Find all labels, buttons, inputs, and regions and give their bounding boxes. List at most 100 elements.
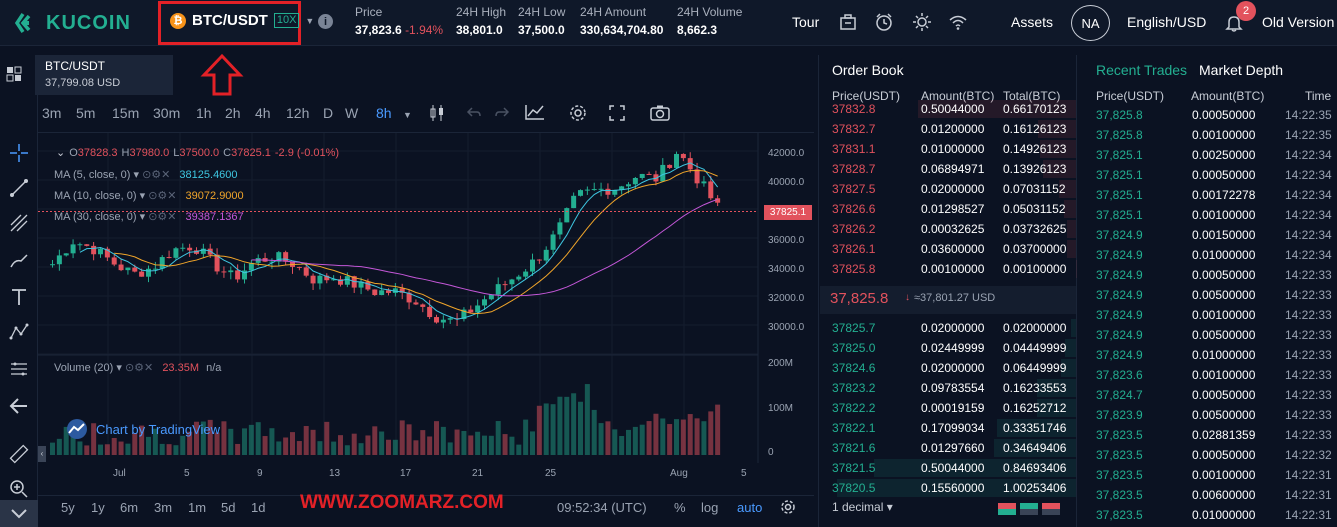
timeframe-2h[interactable]: 2h (225, 105, 241, 121)
tab-market-depth[interactable]: Market Depth (1199, 62, 1284, 78)
price-chart[interactable]: 42000.040000.038000.036000.034000.032000… (38, 133, 814, 495)
ask-row[interactable]: 37826.6 0.01298527 0.05031152 (818, 199, 1076, 219)
collapse-toolbar-button[interactable] (0, 500, 38, 527)
ask-row[interactable]: 37826.1 0.03600000 0.03700000 (818, 239, 1076, 259)
legend-controls-icon[interactable]: ⊙⚙✕ (148, 211, 177, 223)
ma5-legend[interactable]: MA (5, close, 0) ▾ ⊙⚙✕ 38125.4600 (54, 169, 238, 181)
ask-row[interactable]: 37828.7 0.06894971 0.13926123 (818, 159, 1076, 179)
range-5d[interactable]: 5d (221, 500, 236, 515)
candlestick-type-icon[interactable] (428, 103, 446, 123)
bid-row[interactable]: 37825.0 0.02449999 0.04449999 (818, 338, 1076, 358)
settings-gear-icon[interactable] (568, 103, 588, 123)
avatar[interactable]: NA (1071, 5, 1110, 41)
asks-only-view-icon[interactable] (1042, 503, 1060, 515)
timeframe-12h[interactable]: 12h (286, 105, 310, 121)
bid-row[interactable]: 37821.6 0.01297660 0.34649406 (818, 438, 1076, 458)
alarm-clock-icon[interactable] (874, 12, 894, 32)
indicators-icon[interactable] (524, 103, 546, 121)
kucoin-logo[interactable]: KUCOIN (14, 9, 131, 37)
timeframe-1h[interactable]: 1h (196, 105, 212, 121)
bid-row[interactable]: 37821.5 0.50044000 0.84693406 (818, 458, 1076, 478)
pattern-icon[interactable] (9, 322, 29, 342)
tour-link[interactable]: Tour (792, 14, 820, 30)
ask-row[interactable]: 37827.5 0.02000000 0.07031152 (818, 179, 1076, 199)
ask-row[interactable]: 37832.8 0.50044000 0.66170123 (818, 99, 1076, 119)
range-1d[interactable]: 1d (251, 500, 266, 515)
old-version-link[interactable]: Old Version (1262, 14, 1335, 30)
range-5y[interactable]: 5y (61, 500, 75, 515)
bid-depth-bar (1037, 379, 1076, 397)
timeframe-W[interactable]: W (345, 105, 359, 121)
brush-icon[interactable] (9, 251, 29, 271)
wifi-icon[interactable] (948, 12, 968, 32)
timeframe-8h[interactable]: 8h (376, 105, 392, 121)
volume-bar (571, 393, 577, 455)
range-3m[interactable]: 3m (154, 500, 173, 515)
undo-icon[interactable] (466, 106, 482, 120)
decimal-selector[interactable]: 1 decimal ▾ (832, 500, 893, 514)
zoom-in-icon[interactable] (9, 479, 29, 499)
bid-row[interactable]: 37820.5 0.15560000 1.00253406 (818, 478, 1076, 498)
measure-icon[interactable] (9, 359, 29, 379)
trend-line-icon[interactable] (9, 178, 29, 198)
timeframe-4h[interactable]: 4h (255, 105, 271, 121)
ask-price: 37832.7 (832, 122, 876, 136)
legend-controls-icon[interactable]: ⊙⚙✕ (148, 190, 177, 202)
timeframe-3m[interactable]: 3m (42, 105, 62, 121)
collapse-legend-icon[interactable]: ⌄ (56, 147, 66, 159)
range-1m[interactable]: 1m (188, 500, 207, 515)
ruler-icon[interactable] (9, 444, 29, 464)
volume-legend[interactable]: Volume (20) ▾ ⊙⚙✕ 23.35M n/a (54, 362, 222, 374)
legend-controls-icon[interactable]: ⊙⚙✕ (124, 362, 154, 374)
pitchfork-icon[interactable] (9, 213, 29, 233)
range-6m[interactable]: 6m (120, 500, 139, 515)
tradingview-attribution[interactable]: Chart by TradingView (64, 418, 220, 440)
bid-row[interactable]: 37822.1 0.17099034 0.33351746 (818, 418, 1076, 438)
volume-bar (578, 401, 583, 455)
chevron-down-icon[interactable]: ▼ (403, 110, 412, 120)
layout-grid-icon[interactable] (6, 66, 22, 82)
ask-row[interactable]: 37831.1 0.01000000 0.14926123 (818, 139, 1076, 159)
briefcase-icon[interactable] (838, 12, 858, 32)
candle-body (392, 288, 398, 293)
bids-only-view-icon[interactable] (1020, 503, 1038, 515)
log-scale-toggle[interactable]: log (701, 500, 719, 515)
bid-row[interactable]: 37825.7 0.02000000 0.02000000 (818, 318, 1076, 338)
info-icon[interactable]: i (318, 14, 333, 29)
text-tool-icon[interactable] (9, 287, 29, 307)
bid-row[interactable]: 37824.6 0.02000000 0.06449999 (818, 358, 1076, 378)
legend-controls-icon[interactable]: ⊙⚙✕ (142, 169, 171, 181)
redo-icon[interactable] (494, 106, 510, 120)
trade-price: 37,824.7 (1096, 388, 1143, 402)
trade-price: 37,824.9 (1096, 288, 1143, 302)
timeframe-D[interactable]: D (323, 105, 334, 121)
assets-link[interactable]: Assets (1011, 14, 1054, 30)
camera-snapshot-icon[interactable] (649, 104, 671, 122)
timeframe-30m[interactable]: 30m (153, 105, 181, 121)
bid-row[interactable]: 37823.2 0.09783554 0.16233553 (818, 378, 1076, 398)
ask-row[interactable]: 37825.8 0.00100000 0.00100000 (818, 259, 1076, 279)
timeframe-5m[interactable]: 5m (76, 105, 96, 121)
ask-row[interactable]: 37826.2 0.00032625 0.03732625 (818, 219, 1076, 239)
timeframe-15m[interactable]: 15m (112, 105, 140, 121)
volume-na: n/a (206, 362, 222, 374)
crosshair-icon[interactable] (9, 143, 29, 163)
both-sides-view-icon[interactable] (998, 503, 1016, 515)
tab-recent-trades[interactable]: Recent Trades (1096, 62, 1188, 78)
bell-icon[interactable] (1224, 13, 1244, 33)
pair-selector[interactable]: ₿ BTC/USDT 10X ▼ (170, 12, 314, 29)
settings-gear-icon[interactable] (780, 499, 796, 515)
sun-icon[interactable] (912, 12, 932, 32)
ma10-legend[interactable]: MA (10, close, 0) ▾ ⊙⚙✕ 39072.9000 (54, 190, 244, 202)
percent-scale-toggle[interactable]: % (674, 500, 686, 515)
ma30-legend[interactable]: MA (30, close, 0) ▾ ⊙⚙✕ 39387.1367 (54, 211, 244, 223)
ask-row[interactable]: 37832.7 0.01200000 0.16126123 (818, 119, 1076, 139)
back-arrow-icon[interactable] (9, 396, 29, 416)
scroll-left-handle[interactable]: ‹ (38, 446, 46, 462)
volume-bar (461, 430, 467, 455)
fullscreen-icon[interactable] (608, 104, 626, 122)
range-1y[interactable]: 1y (91, 500, 105, 515)
auto-scale-toggle[interactable]: auto (737, 500, 763, 515)
language-currency-selector[interactable]: English/USD (1127, 14, 1207, 30)
bid-row[interactable]: 37822.2 0.00019159 0.16252712 (818, 398, 1076, 418)
